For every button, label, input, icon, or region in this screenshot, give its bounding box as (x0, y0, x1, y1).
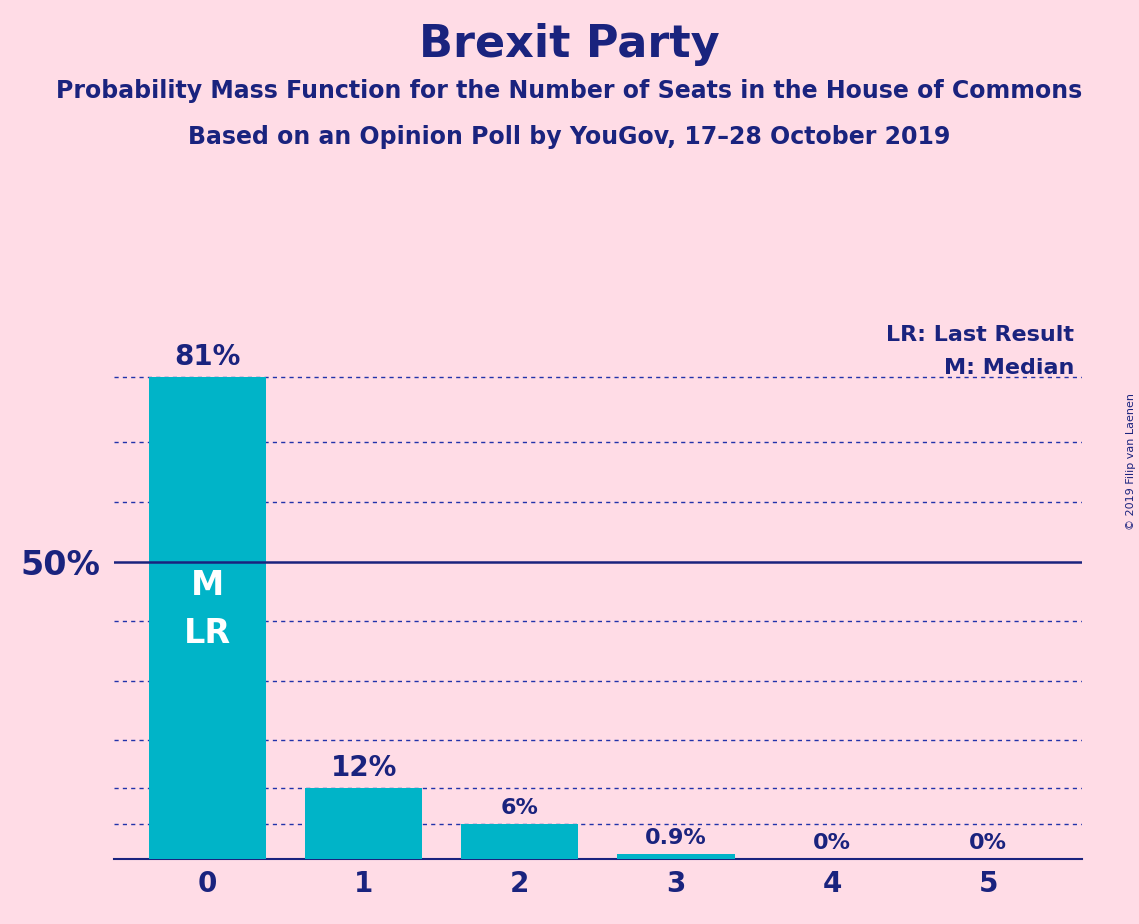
Text: 6%: 6% (501, 797, 539, 818)
Bar (149, 377, 267, 859)
Bar (305, 788, 423, 859)
Text: M: M (191, 569, 224, 602)
Text: 0%: 0% (969, 833, 1007, 854)
Text: M: Median: M: Median (944, 359, 1074, 378)
Text: 0%: 0% (813, 833, 851, 854)
Text: 81%: 81% (174, 343, 240, 371)
Bar (617, 854, 735, 859)
Text: LR: LR (185, 616, 231, 650)
Text: 12%: 12% (330, 754, 396, 782)
Text: 0.9%: 0.9% (645, 828, 707, 848)
Text: Probability Mass Function for the Number of Seats in the House of Commons: Probability Mass Function for the Number… (56, 79, 1083, 103)
Bar (461, 823, 579, 859)
Text: Brexit Party: Brexit Party (419, 23, 720, 67)
Text: Based on an Opinion Poll by YouGov, 17–28 October 2019: Based on an Opinion Poll by YouGov, 17–2… (188, 125, 951, 149)
Text: © 2019 Filip van Laenen: © 2019 Filip van Laenen (1126, 394, 1136, 530)
Text: LR: Last Result: LR: Last Result (886, 325, 1074, 346)
